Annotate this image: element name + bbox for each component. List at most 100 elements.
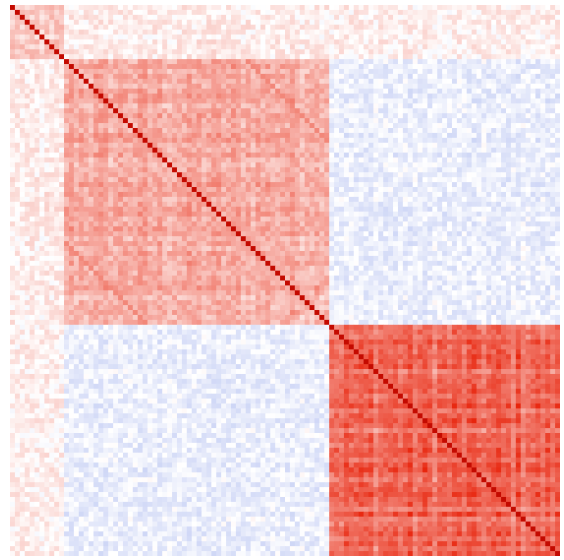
heatmap-cell <box>88 201 94 208</box>
heatmap-cell <box>486 73 492 80</box>
heatmap-cell <box>447 78 453 85</box>
heatmap-cell <box>378 162 384 168</box>
heatmap-cell <box>437 142 443 149</box>
heatmap-cell <box>240 113 247 119</box>
heatmap-cell <box>132 172 139 178</box>
heatmap-cell <box>451 147 458 153</box>
heatmap-cell <box>343 201 350 208</box>
heatmap-cell <box>255 201 261 208</box>
heatmap-cell <box>255 44 261 50</box>
heatmap-cell <box>240 123 247 129</box>
heatmap-cell <box>83 167 89 173</box>
heatmap-cell <box>515 103 522 109</box>
heatmap-cell <box>68 123 75 129</box>
heatmap-cell <box>255 162 261 168</box>
heatmap-cell <box>235 44 242 50</box>
heatmap-cell <box>230 59 237 65</box>
heatmap-cell <box>343 191 350 198</box>
heatmap-cell <box>412 49 418 55</box>
heatmap-cell <box>29 157 35 163</box>
heatmap-cell <box>78 206 85 213</box>
heatmap-cell <box>540 83 546 90</box>
heatmap-cell <box>240 147 247 153</box>
heatmap-cell <box>270 24 276 30</box>
heatmap-cell <box>103 78 109 85</box>
heatmap-cell <box>555 103 560 109</box>
heatmap-cell <box>10 152 16 158</box>
heatmap-cell <box>510 9 517 16</box>
heatmap-cell <box>383 14 389 21</box>
heatmap-cell <box>49 191 55 198</box>
heatmap-cell <box>505 103 512 109</box>
heatmap-cell <box>64 167 70 173</box>
heatmap-cell <box>137 113 143 119</box>
heatmap-cell <box>132 108 139 114</box>
heatmap-cell <box>510 68 517 75</box>
heatmap-cell <box>240 177 247 183</box>
heatmap-cell <box>437 113 443 119</box>
heatmap-cell <box>368 137 374 144</box>
heatmap-cell <box>93 196 99 203</box>
heatmap-cell <box>397 54 404 60</box>
heatmap-cell <box>137 9 143 16</box>
heatmap-cell <box>83 54 89 60</box>
heatmap-cell <box>221 137 227 144</box>
heatmap-cell <box>334 19 340 26</box>
heatmap-cell <box>24 196 31 203</box>
heatmap-cell <box>39 29 45 35</box>
heatmap-cell <box>113 147 119 153</box>
heatmap-cell <box>181 196 188 203</box>
heatmap-cell <box>98 93 104 99</box>
heatmap-cell <box>447 108 453 114</box>
heatmap-cell <box>73 172 80 178</box>
heatmap-cell <box>324 118 330 124</box>
heatmap-cell <box>314 59 320 65</box>
heatmap-cell <box>172 162 178 168</box>
heatmap-cell <box>186 98 193 104</box>
heatmap-cell <box>525 157 531 163</box>
heatmap-cell <box>44 98 50 104</box>
heatmap-cell <box>216 196 222 203</box>
heatmap-cell <box>152 39 158 45</box>
heatmap-cell <box>505 64 512 70</box>
heatmap-cell <box>397 216 404 222</box>
heatmap-cell <box>221 34 227 40</box>
heatmap-cell <box>471 187 477 193</box>
heatmap-cell <box>147 167 153 173</box>
heatmap-cell <box>343 132 350 139</box>
heatmap-cell <box>550 187 556 193</box>
heatmap-cell <box>314 167 320 173</box>
heatmap-cell <box>280 14 286 21</box>
heatmap-cell <box>535 103 541 109</box>
heatmap-cell <box>555 73 560 80</box>
heatmap-cell <box>206 68 212 75</box>
heatmap-cell <box>289 19 296 26</box>
heatmap-cell <box>358 39 364 45</box>
heatmap-cell <box>39 211 45 217</box>
heatmap-cell <box>555 78 560 85</box>
heatmap-cell <box>122 68 129 75</box>
heatmap-cell <box>59 103 65 109</box>
heatmap-cell <box>10 49 16 55</box>
heatmap-cell <box>491 191 497 198</box>
heatmap-cell <box>329 201 335 208</box>
heatmap-cell <box>555 201 560 208</box>
heatmap-cell <box>49 44 55 50</box>
heatmap-cell <box>132 103 139 109</box>
heatmap-cell <box>535 187 541 193</box>
heatmap-cell <box>29 182 35 188</box>
heatmap-cell <box>181 157 188 163</box>
heatmap-cell <box>319 147 325 153</box>
heatmap-cell <box>491 113 497 119</box>
heatmap-cell <box>54 187 60 193</box>
heatmap-cell <box>122 64 129 70</box>
heatmap-cell <box>314 29 320 35</box>
heatmap-cell <box>461 39 468 45</box>
heatmap-cell <box>555 167 560 173</box>
heatmap-cell <box>383 9 389 16</box>
heatmap-cell <box>226 206 232 213</box>
heatmap-cell <box>324 196 330 203</box>
heatmap-cell <box>64 73 70 80</box>
heatmap-cell <box>235 182 242 188</box>
heatmap-cell <box>343 127 350 134</box>
